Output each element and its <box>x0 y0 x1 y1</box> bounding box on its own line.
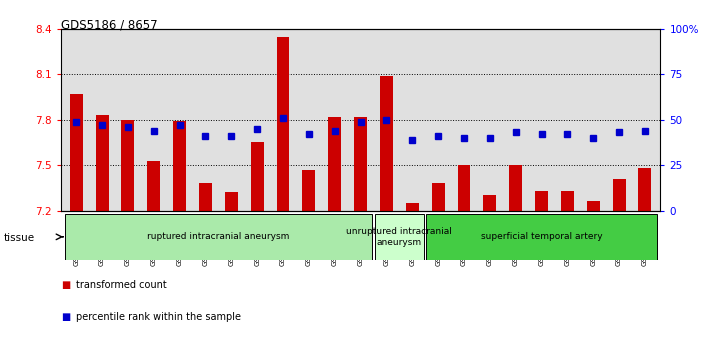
Text: ■: ■ <box>61 280 70 290</box>
Bar <box>561 191 574 211</box>
Text: tissue: tissue <box>4 233 35 243</box>
Text: unruptured intracranial
aneurysm: unruptured intracranial aneurysm <box>346 227 452 246</box>
Bar <box>354 117 367 211</box>
Bar <box>303 170 316 211</box>
Text: ruptured intracranial aneurysm: ruptured intracranial aneurysm <box>147 232 290 241</box>
Bar <box>328 117 341 211</box>
Bar <box>587 201 600 211</box>
Bar <box>147 160 160 211</box>
Bar <box>276 37 289 211</box>
Bar <box>426 214 657 260</box>
Bar <box>406 203 418 211</box>
Bar <box>199 183 212 211</box>
Bar <box>173 121 186 211</box>
Text: percentile rank within the sample: percentile rank within the sample <box>76 312 241 322</box>
Bar <box>70 94 83 211</box>
Bar <box>64 214 372 260</box>
Bar <box>535 191 548 211</box>
Bar <box>638 168 651 211</box>
Text: ■: ■ <box>61 312 70 322</box>
Bar <box>375 214 424 260</box>
Bar <box>96 115 109 211</box>
Bar <box>483 195 496 211</box>
Bar <box>225 192 238 211</box>
Bar <box>251 142 263 211</box>
Text: superficial temporal artery: superficial temporal artery <box>481 232 603 241</box>
Bar <box>509 165 522 211</box>
Bar <box>380 76 393 211</box>
Bar <box>458 165 471 211</box>
Text: transformed count: transformed count <box>76 280 167 290</box>
Bar <box>432 183 445 211</box>
Text: GDS5186 / 8657: GDS5186 / 8657 <box>61 18 157 31</box>
Bar <box>121 120 134 211</box>
Bar <box>613 179 625 211</box>
